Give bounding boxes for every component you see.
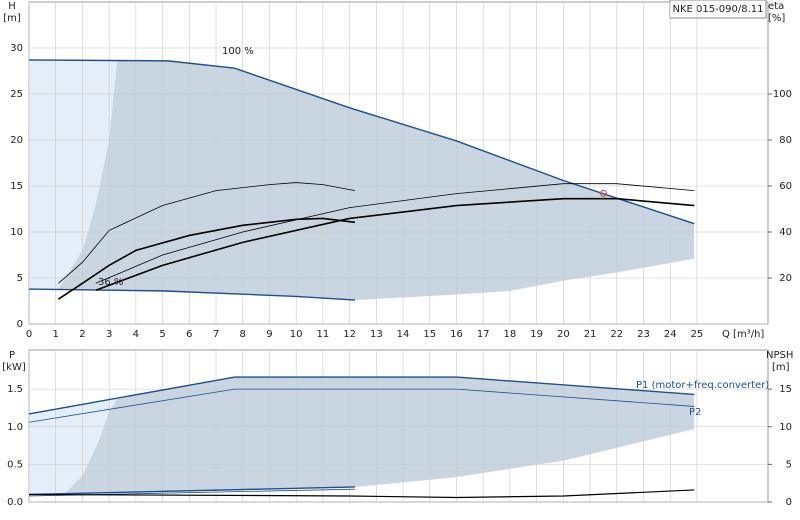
y-tick-label: 5 [17,273,23,284]
chart-title: NKE 015-090/8.11 [673,4,764,15]
curve [57,217,356,300]
duty-point [599,189,608,197]
y-tick-label: 30 [10,43,23,54]
y2-tick-label: 20 [779,273,792,284]
y2-tick-label: 60 [779,181,792,192]
y-unit: [kW] [2,362,26,373]
y-tick-label: 20 [10,135,23,146]
y-unit: [m] [3,13,21,24]
x-tick-label: 15 [423,329,436,340]
series-label: P1 (motor+freq.converter) [636,380,769,391]
y2-label: eta [768,1,784,12]
curve [28,59,695,225]
y2-tick-label: 0 [786,497,792,508]
curve [95,197,695,291]
x-tick-label: 21 [584,329,597,340]
y-tick-label: 1.5 [7,384,23,395]
y-label: H [8,1,16,12]
y-tick-label: 25 [10,89,23,100]
y2-tick-label: 15 [779,384,792,395]
y2-label: NPSH [766,350,793,361]
x-tick-label: 13 [370,329,383,340]
x-tick-label: 5 [159,329,165,340]
x-tick-label: 3 [106,329,112,340]
x-label: Q [m³/h] [722,329,764,340]
curve [95,183,695,284]
x-tick-label: 10 [290,329,303,340]
x-tick-label: 24 [664,329,677,340]
curve [28,376,695,415]
y-tick-label: 1.0 [7,422,23,433]
x-tick-label: 16 [450,329,463,340]
x-tick-label: 23 [637,329,650,340]
curve [28,489,695,499]
operating-area [29,398,118,495]
y-label: P [9,350,15,361]
x-tick-label: 12 [343,329,356,340]
y2-tick-label: 100 [773,89,792,100]
annotation: 36 % [98,277,123,288]
x-tick-label: 19 [530,329,543,340]
y2-tick-label: 40 [779,227,792,238]
annotation: 100 % [222,46,254,57]
x-tick-label: 22 [610,329,623,340]
x-tick-label: 17 [477,329,490,340]
x-tick-label: 1 [53,329,59,340]
x-tick-label: 20 [557,329,570,340]
y2-tick-label: 5 [786,459,792,470]
x-tick-label: 4 [133,329,139,340]
x-tick-label: 7 [213,329,219,340]
x-tick-label: 18 [504,329,517,340]
x-tick-label: 0 [26,329,32,340]
x-tick-label: 11 [317,329,330,340]
y-tick-label: 0.0 [7,497,23,508]
series-label: P2 [689,407,701,418]
x-tick-label: 8 [240,329,246,340]
y2-tick-label: 80 [779,135,792,146]
x-tick-label: 14 [397,329,410,340]
y-tick-label: 15 [10,181,23,192]
y-tick-label: 0 [17,319,23,330]
curve [28,486,355,496]
x-tick-label: 9 [266,329,272,340]
x-tick-label: 25 [691,329,704,340]
x-tick-label: 6 [186,329,192,340]
y-tick-label: 0.5 [7,459,23,470]
curve [58,182,356,284]
x-tick-label: 2 [79,329,85,340]
y2-unit: [m] [772,362,790,373]
y2-tick-label: 10 [779,422,792,433]
y-tick-label: 10 [10,227,23,238]
curve [28,388,695,423]
y2-unit: [%] [768,13,785,24]
